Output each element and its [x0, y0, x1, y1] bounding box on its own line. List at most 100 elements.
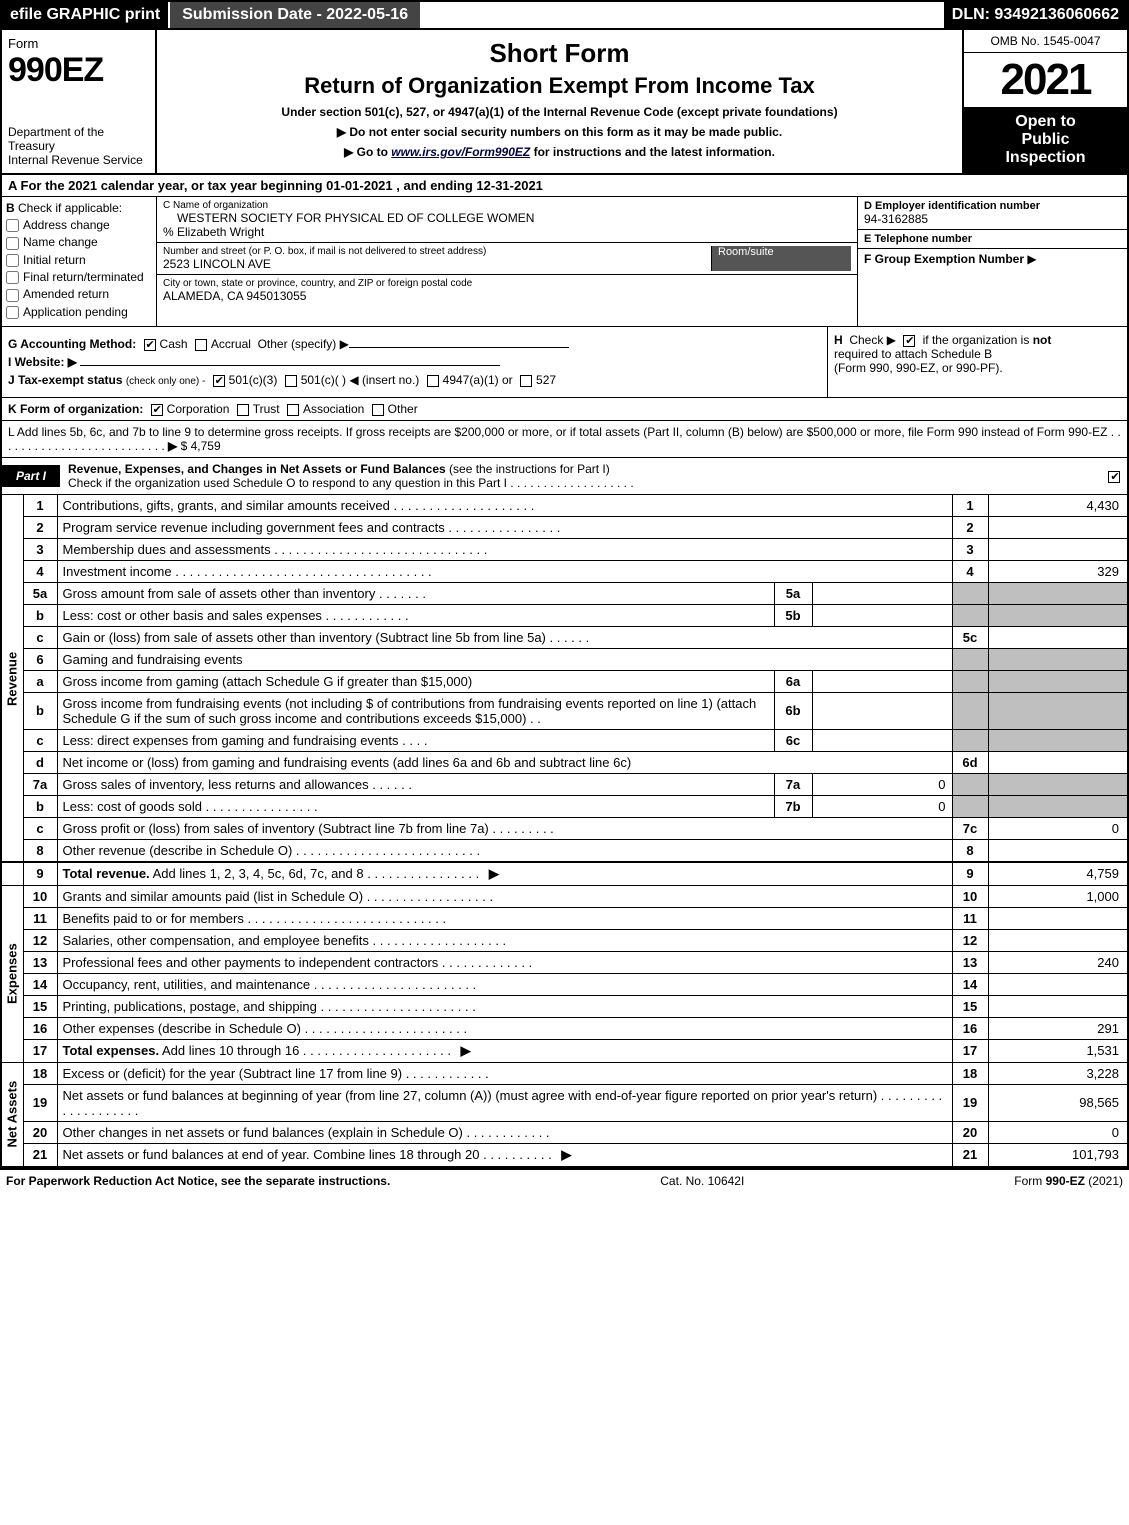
org-name: WESTERN SOCIETY FOR PHYSICAL ED OF COLLE… [163, 211, 851, 225]
irs-link[interactable]: www.irs.gov/Form990EZ [391, 145, 530, 159]
other-input[interactable] [349, 347, 569, 348]
cb-501c3[interactable] [213, 375, 225, 387]
checkbox-icon[interactable] [6, 237, 19, 250]
cb-final-return[interactable]: Final return/terminated [6, 270, 152, 284]
cb-application-pending[interactable]: Application pending [6, 305, 152, 319]
sub-amount [812, 729, 952, 751]
b-letter: B [6, 201, 15, 215]
line-ref: 11 [952, 907, 988, 929]
line-a: A For the 2021 calendar year, or tax yea… [0, 175, 1129, 197]
cb-schedule-b[interactable] [903, 335, 915, 347]
j-paren: (check only one) - [126, 376, 205, 387]
arrow-icon: ▶ [1027, 252, 1036, 266]
cb-trust[interactable] [237, 404, 249, 416]
line-num: 20 [23, 1121, 57, 1143]
line-ref: 4 [952, 560, 988, 582]
street-address: 2523 LINCOLN AVE [163, 257, 711, 271]
checkbox-icon[interactable] [6, 254, 19, 267]
cash-label: Cash [160, 337, 188, 351]
line-desc: Benefits paid to or for members [63, 911, 244, 926]
cb-label: Name change [23, 235, 98, 249]
line-amount: 291 [988, 1017, 1128, 1039]
line-desc: Printing, publications, postage, and shi… [63, 999, 317, 1014]
efile-print-label[interactable]: efile GRAPHIC print [2, 2, 168, 28]
opt-trust: Trust [253, 402, 280, 416]
line-amount [988, 626, 1128, 648]
table-row: 12 Salaries, other compensation, and emp… [1, 929, 1128, 951]
checkbox-icon[interactable] [6, 219, 19, 232]
cb-address-change[interactable]: Address change [6, 218, 152, 232]
line-ref: 12 [952, 929, 988, 951]
cb-name-change[interactable]: Name change [6, 235, 152, 249]
line-num: 21 [23, 1143, 57, 1167]
h-text4: (Form 990, 990-EZ, or 990-PF). [834, 361, 1003, 375]
cb-amended-return[interactable]: Amended return [6, 287, 152, 301]
line-desc: Net assets or fund balances at end of ye… [63, 1147, 480, 1162]
block-bcdef: B Check if applicable: Address change Na… [0, 197, 1129, 327]
line-desc: Occupancy, rent, utilities, and maintena… [63, 977, 311, 992]
line-desc: Contributions, gifts, grants, and simila… [63, 498, 390, 513]
line-desc: Less: direct expenses from gaming and fu… [63, 733, 399, 748]
line-num: b [23, 604, 57, 626]
table-row: c Less: direct expenses from gaming and … [1, 729, 1128, 751]
cb-schedule-o[interactable] [1108, 471, 1120, 483]
header-left: Form 990EZ Department of the Treasury In… [2, 30, 157, 173]
table-row: b Less: cost or other basis and sales ex… [1, 604, 1128, 626]
cb-527[interactable] [520, 375, 532, 387]
cb-cash[interactable] [144, 339, 156, 351]
cb-other-org[interactable] [372, 404, 384, 416]
h-text1: Check ▶ [849, 333, 896, 347]
grey-cell [952, 670, 988, 692]
h-text3: required to attach Schedule B [834, 347, 992, 361]
table-row: 14 Occupancy, rent, utilities, and maint… [1, 973, 1128, 995]
section-i: I Website: ▶ [8, 355, 821, 369]
dln: DLN: 93492136060662 [944, 2, 1127, 28]
h-not: not [1033, 333, 1052, 347]
grey-cell [988, 692, 1128, 729]
line-num: 11 [23, 907, 57, 929]
grey-cell [952, 773, 988, 795]
cb-association[interactable] [287, 404, 299, 416]
side-expenses: Expenses [1, 885, 23, 1062]
line-desc-bold: Total expenses. [63, 1043, 160, 1058]
line-amount [988, 929, 1128, 951]
checkbox-icon[interactable] [6, 289, 19, 302]
cb-corporation[interactable] [151, 404, 163, 416]
line-num: 10 [23, 885, 57, 907]
sub-ref: 5a [774, 582, 812, 604]
line-desc: Investment income [63, 564, 172, 579]
website-input[interactable] [80, 365, 500, 366]
warning-ssn: ▶ Do not enter social security numbers o… [167, 125, 952, 139]
open-line2: Public [968, 131, 1123, 149]
footer-mid: Cat. No. 10642I [660, 1174, 744, 1188]
line-ref: 19 [952, 1084, 988, 1121]
cb-4947[interactable] [427, 375, 439, 387]
header-right: OMB No. 1545-0047 2021 Open to Public In… [962, 30, 1127, 173]
sub-ref: 7b [774, 795, 812, 817]
line-amount: 4,759 [988, 862, 1128, 886]
table-row: 21 Net assets or fund balances at end of… [1, 1143, 1128, 1167]
cb-initial-return[interactable]: Initial return [6, 253, 152, 267]
grey-cell [988, 648, 1128, 670]
sub-amount [812, 692, 952, 729]
department: Department of the Treasury Internal Reve… [8, 125, 149, 167]
sub-ref: 6c [774, 729, 812, 751]
line-num: 1 [23, 495, 57, 517]
section-g: G Accounting Method: Cash Accrual Other … [8, 337, 821, 351]
line-ref: 9 [952, 862, 988, 886]
line-num: 15 [23, 995, 57, 1017]
line-amount: 3,228 [988, 1062, 1128, 1084]
line-ref: 5c [952, 626, 988, 648]
line-num: 5a [23, 582, 57, 604]
line-desc: Net income or (loss) from gaming and fun… [63, 755, 632, 770]
table-row: 13 Professional fees and other payments … [1, 951, 1128, 973]
line-num: b [23, 795, 57, 817]
line-desc: Salaries, other compensation, and employ… [63, 933, 369, 948]
grey-cell [988, 604, 1128, 626]
checkbox-icon[interactable] [6, 306, 19, 319]
cb-label: Final return/terminated [23, 270, 144, 284]
checkbox-icon[interactable] [6, 271, 19, 284]
line-num: d [23, 751, 57, 773]
cb-501c[interactable] [285, 375, 297, 387]
cb-accrual[interactable] [195, 339, 207, 351]
